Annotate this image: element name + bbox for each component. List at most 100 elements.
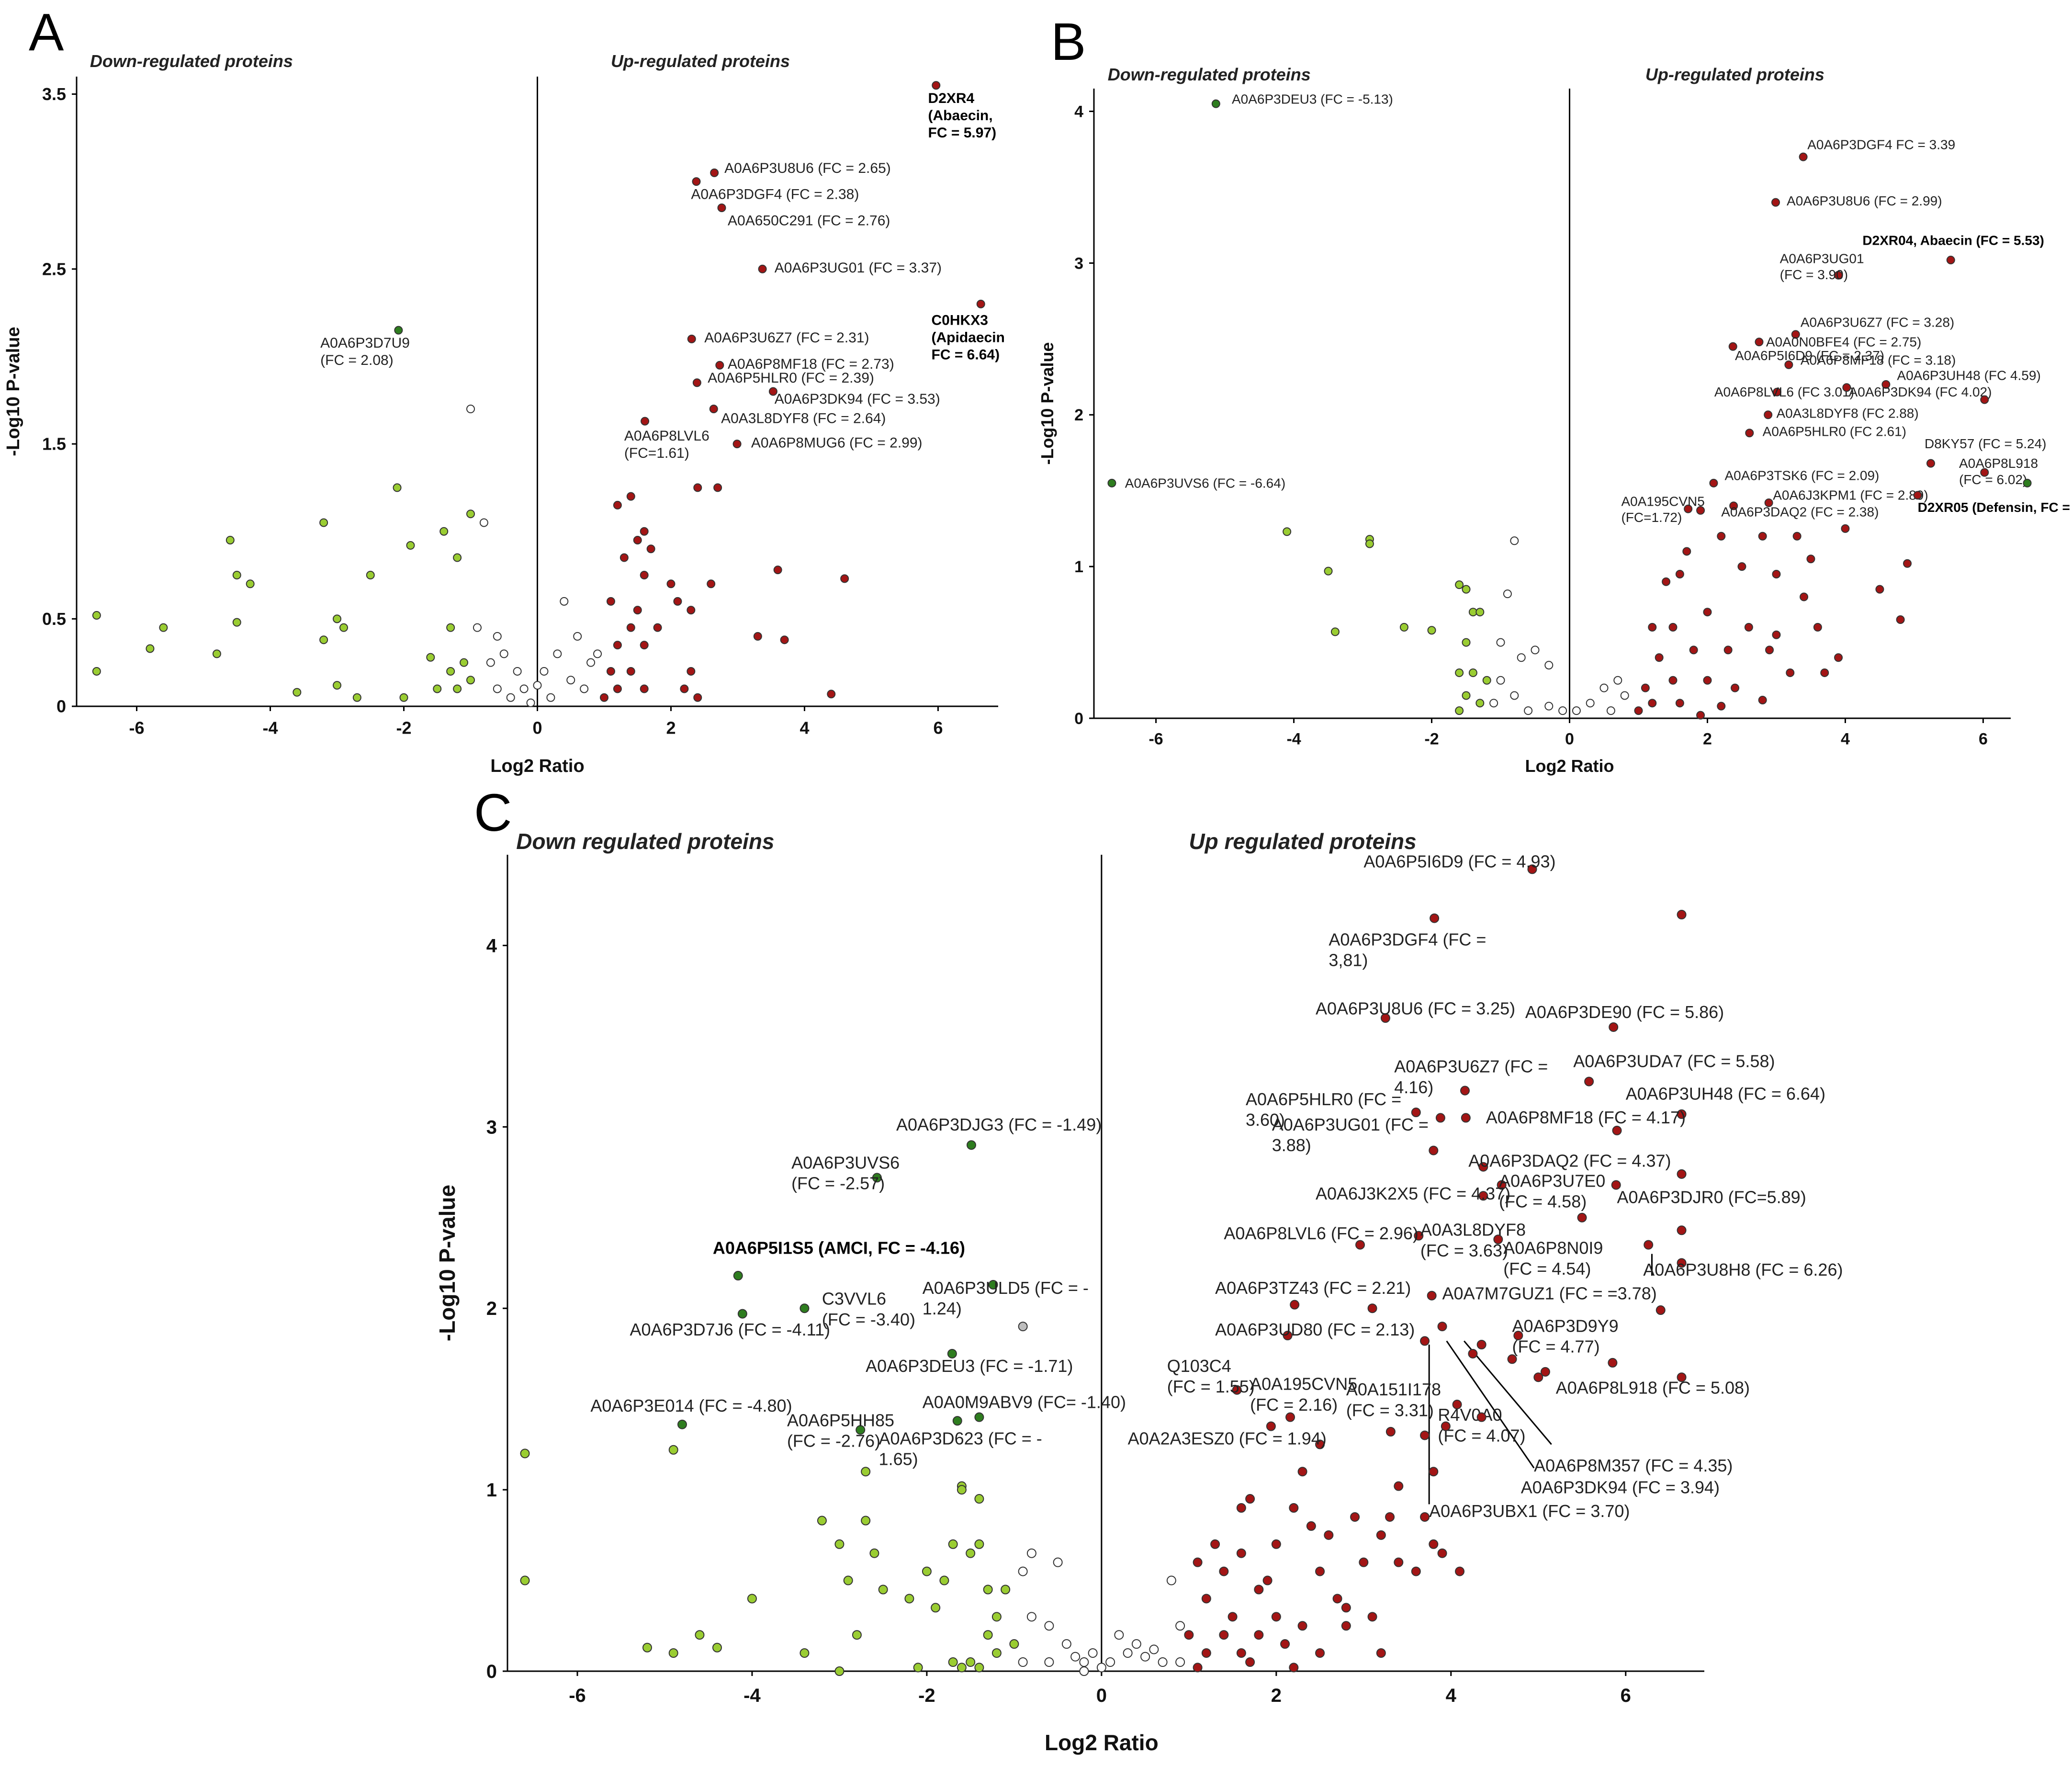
labeled-point-c [1385,1426,1396,1437]
y-tick-label-b: 4 [1074,102,1083,121]
annotation-line: A0A6P3TSK6 (FC = 2.09) [1724,468,1879,483]
labeled-point-c [1461,1113,1471,1123]
data-point-a [640,527,649,536]
data-point-c [1297,1621,1307,1631]
data-point-c [1332,1594,1342,1604]
annotation-line: (FC = 4.77) [1512,1337,1600,1357]
data-point-a [333,681,342,690]
point-annotation-c: A0A6P3DJG3 (FC = -1.49) [896,1115,1102,1134]
data-point-b [1496,638,1505,647]
point-annotation-c: A0A2A3ESZ0 (FC = 1.94) [1128,1428,1327,1448]
y-tick-label-c: 2 [486,1298,497,1319]
point-annotation-b: A0A6P3DAQ2 (FC = 2.38) [1721,505,1879,520]
data-point-a [633,535,642,544]
data-point-c [1210,1539,1220,1549]
labeled-point-c [1677,1169,1687,1179]
data-point-c [1009,1639,1019,1649]
data-point-b [1482,676,1491,685]
point-annotation-b: A0A6P8LVL6 (FC 3.01) [1714,385,1854,399]
annotation-line: A0A6J3KPM1 (FC = 2.89) [1773,488,1928,503]
data-point-c [1001,1585,1011,1595]
labeled-point-a [641,417,650,426]
labeled-point-b [1980,468,1989,477]
data-point-c [1018,1566,1028,1576]
annotation-line: A0A650C291 (FC = 2.76) [728,213,890,228]
labeled-point-b [1709,478,1718,487]
y-tick-label-b: 1 [1074,558,1083,576]
point-annotation-a: A0A6P8LVL6 (FC=1.61) [624,428,709,461]
x-tick-label-c: -6 [569,1685,586,1706]
data-point-c [1262,1575,1272,1585]
labeled-point-b [1926,459,1935,468]
labeled-point-b [1755,338,1764,347]
labeled-point-c [1493,1234,1503,1245]
point-annotation-a: A0A6P8MF18 (FC = 2.73) [728,356,894,372]
point-annotation-c: A0A6P8N0I9 (FC = 4.54) [1503,1238,1603,1279]
data-point-b [1544,702,1554,711]
point-annotation-b: A0A6P3UVS6 (FC = -6.64) [1125,475,1285,490]
data-point-a [753,632,762,641]
annotation-line: A0A151I178 [1346,1380,1441,1399]
point-annotation-a: A0A6P8MUG6 (FC = 2.99) [751,435,923,451]
x-axis-label-c: Log2 Ratio [1045,1730,1159,1755]
data-point-b [1792,532,1802,541]
point-annotation-b: A0A6P8L918 (FC = 6.02) [1959,456,2038,487]
data-point-b [1903,559,1912,568]
volcano-panel-b: -6 -4 -2 0 2 4 6 0 1 2 3 4 Log2 Ratio -Log10 P-value D… [1037,65,2072,776]
data-point-c [520,1575,530,1585]
data-point-a [560,597,569,606]
data-point-b [1510,691,1519,700]
data-point-b [1744,623,1753,632]
labeled-point-b [1728,342,1737,351]
data-point-c [1385,1512,1395,1522]
annotation-line: A0A6P3UVS6 [791,1153,900,1172]
y-axis-label-c: -Log10 P-value [435,1185,460,1341]
data-point-b [1655,653,1664,662]
point-annotation-c: Q103C4 (FC = 1.55) [1167,1356,1255,1396]
point-annotation-a: A0A6P5HLR0 (FC = 2.39) [708,370,874,386]
annotation-line: Q103C4 [1167,1356,1231,1376]
annotation-line: A0A6P8N0I9 [1503,1238,1603,1258]
labeled-point-b [1834,271,1843,280]
data-point-b [1455,668,1464,677]
annotation-line: FC = 5.97) [928,125,997,141]
point-annotation-c: A0A6P3E014 (FC = -4.80) [590,1396,792,1415]
data-point-a [146,644,155,653]
annotation-line: A0A6P8LVL6 (FC = 2.96) [1224,1223,1419,1243]
volcano-panel-c: -6 -4 -2 0 2 4 6 0 1 2 3 4 Log2 Ratio -Log10 P-value D… [435,829,1843,1755]
data-point-c [1044,1657,1054,1667]
point-annotation-b: D2XR05 (Defensin, FC = 5.05) [1918,500,2072,515]
point-annotation-b: A0A6P8MF18 (FC = 3.18) [1801,353,1956,368]
x-tick-label-c: -2 [918,1685,935,1706]
data-point-a [687,667,696,676]
point-annotation-c: A0A6P3D623 (FC = -1.65) [879,1428,1042,1469]
data-point-a [479,518,488,527]
data-point-c [834,1666,845,1676]
labeled-point-c [1367,1303,1377,1313]
data-point-a [713,483,722,492]
annotation-line: A0A6P5HH85 [787,1411,894,1430]
annotation-line: (Apidaecin [932,330,1005,346]
data-point-c [1315,1566,1325,1576]
data-point-a [619,553,629,562]
data-point-b [1620,691,1629,700]
y-tick-label-b: 0 [1074,710,1083,728]
annotation-line: A0A6P8MF18 (FC = 3.18) [1801,353,1956,368]
point-annotation-b: A0A6P3DK94 (FC 4.02) [1849,385,1992,399]
annotation-line: (FC = 3.90) [1780,267,1848,282]
x-tick-label-a: 0 [532,718,542,738]
annotation-line: A0A6P3DEU3 (FC = -5.13) [1232,92,1393,107]
annotation-line: A0A6P3U8U6 (FC = 2.65) [724,160,891,176]
labeled-point-a [715,361,724,370]
data-point-b [1531,645,1540,655]
data-point-a [540,667,549,676]
data-point-b [1648,623,1657,632]
data-point-c [1429,1539,1439,1549]
data-point-a [92,667,101,676]
annotation-line: A0A6P3DK94 (FC = 3.53) [775,391,940,407]
x-tick-label-a: 2 [666,718,676,738]
labeled-point-a [709,405,718,414]
annotation-line: A0A6P3DGF4 FC = 3.39 [1807,137,1955,152]
data-point-b [1510,536,1519,545]
data-point-c [642,1642,652,1653]
